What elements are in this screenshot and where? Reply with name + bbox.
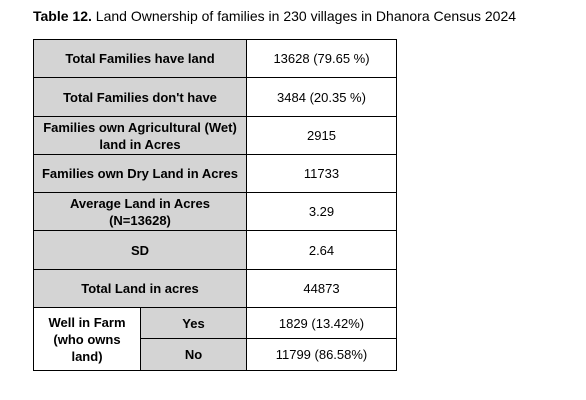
well-no-value: 11799 (86.58%): [246, 338, 397, 371]
table-caption: Table 12. Land Ownership of families in …: [33, 7, 516, 25]
row-value: 3.29: [246, 192, 397, 231]
row-value: 3484 (20.35 %): [246, 77, 397, 117]
table-row: Total Families have land 13628 (79.65 %): [33, 39, 397, 78]
row-label: Families own Agricultural (Wet) land in …: [33, 116, 247, 155]
row-value: 11733: [246, 154, 397, 193]
row-label: Families own Dry Land in Acres: [33, 154, 247, 193]
table-row: Families own Agricultural (Wet) land in …: [33, 116, 397, 155]
table-row: SD 2.64: [33, 230, 397, 270]
table-row: Total Families don't have 3484 (20.35 %): [33, 77, 397, 117]
row-label: Average Land in Acres (N=13628): [33, 192, 247, 231]
row-value: 44873: [246, 269, 397, 308]
well-no-label: No: [140, 338, 247, 371]
row-value: 13628 (79.65 %): [246, 39, 397, 78]
well-yes-value: 1829 (13.42%): [246, 307, 397, 339]
table-row: Total Land in acres 44873: [33, 269, 397, 308]
well-yes-label: Yes: [140, 307, 247, 339]
caption-text: Land Ownership of families in 230 villag…: [95, 8, 517, 24]
table-row: Well in Farm (who owns land) Yes 1829 (1…: [33, 307, 397, 371]
well-in-farm-label: Well in Farm (who owns land): [33, 307, 141, 371]
row-label: SD: [33, 230, 247, 270]
table-row: Families own Dry Land in Acres 11733: [33, 154, 397, 193]
table-row: Average Land in Acres (N=13628) 3.29: [33, 192, 397, 231]
row-label: Total Land in acres: [33, 269, 247, 308]
table-row: No 11799 (86.58%): [34, 338, 397, 371]
row-value: 2915: [246, 116, 397, 155]
land-ownership-table: Total Families have land 13628 (79.65 %)…: [33, 39, 397, 371]
row-value: 2.64: [246, 230, 397, 270]
row-label: Total Families have land: [33, 39, 247, 78]
caption-label: Table 12.: [33, 8, 92, 24]
row-label: Total Families don't have: [33, 77, 247, 117]
